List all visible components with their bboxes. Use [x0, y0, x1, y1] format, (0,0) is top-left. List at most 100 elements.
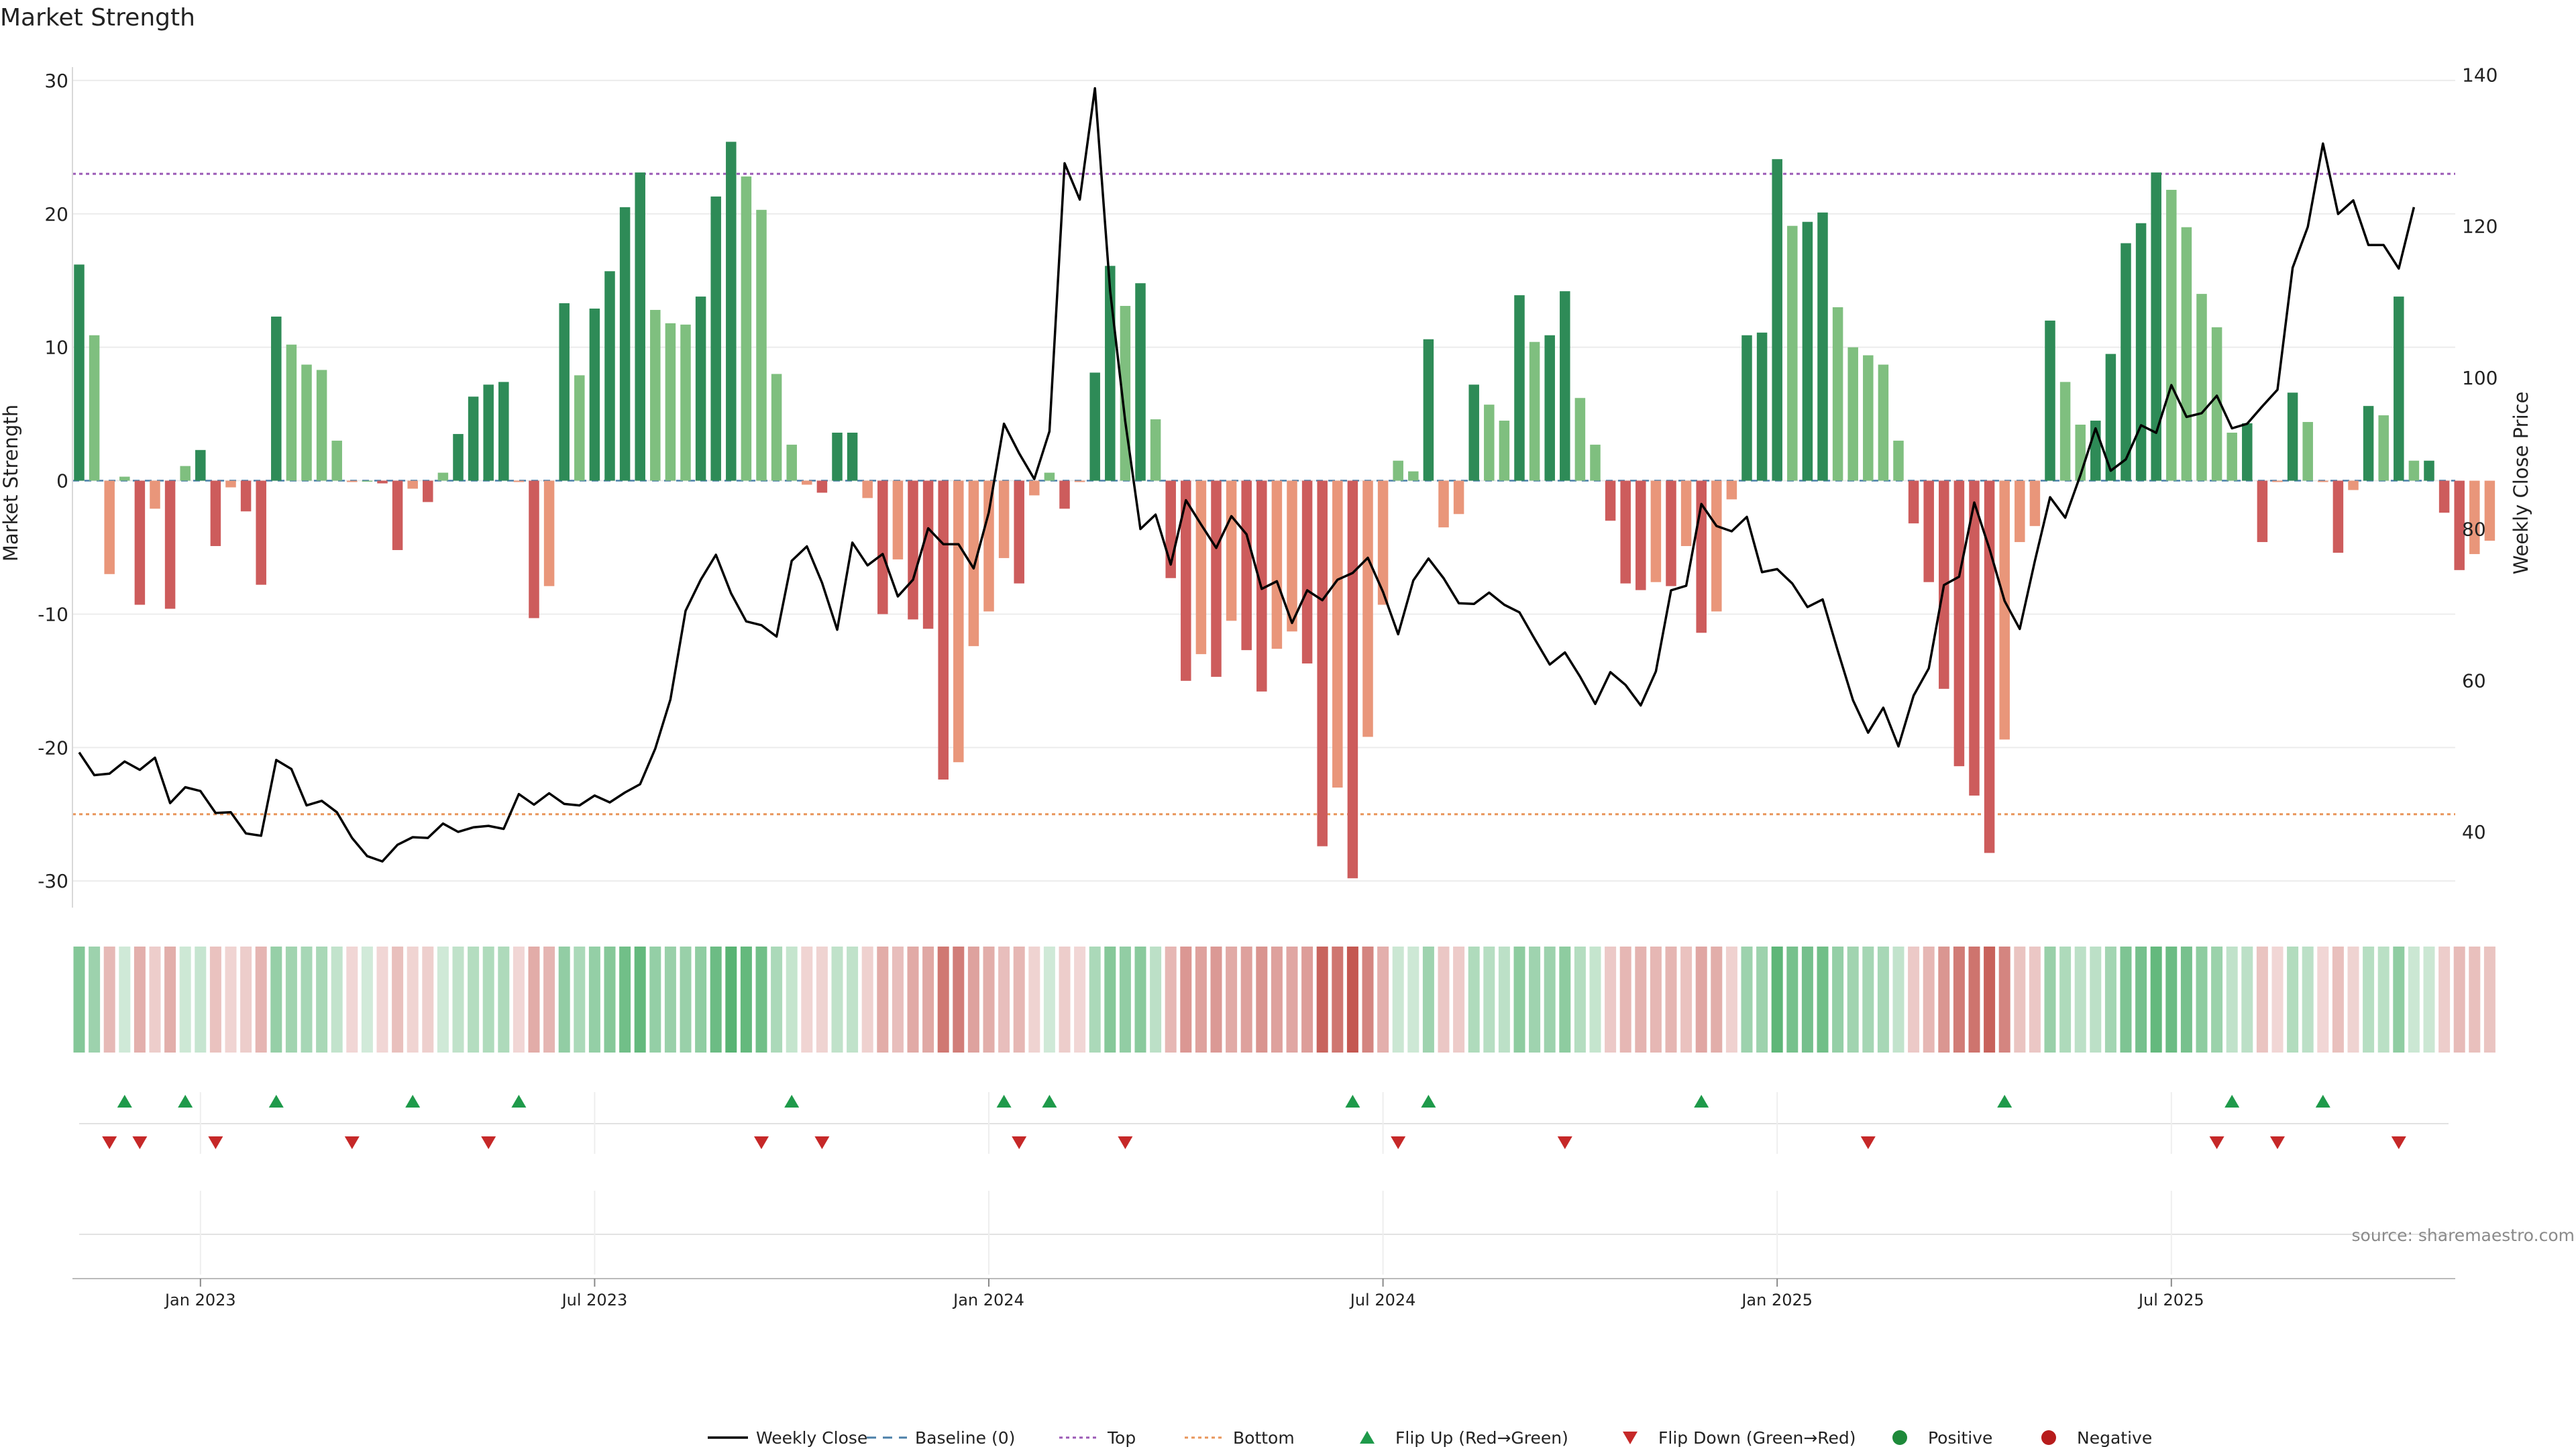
strength-bar [816, 480, 828, 493]
heat-cell [1680, 947, 1693, 1053]
heat-cell [1150, 947, 1162, 1053]
strength-bar [2469, 480, 2480, 554]
strength-bar [953, 480, 964, 763]
legend-label: Bottom [1233, 1428, 1295, 1448]
strength-bar [1984, 480, 1995, 853]
strength-bar [1150, 419, 1161, 481]
flip-up-marker [1421, 1095, 1436, 1108]
heat-cell [1407, 947, 1419, 1053]
left-tick-label: 30 [44, 70, 68, 92]
strength-bar [453, 433, 464, 481]
strength-bar [1377, 480, 1389, 605]
strength-bar [1847, 347, 1858, 481]
heat-cell [331, 947, 343, 1053]
heat-cell [1104, 947, 1116, 1053]
strength-heat-strip [73, 947, 2496, 1053]
heat-cell [1498, 947, 1510, 1053]
flip-down-marker [814, 1136, 830, 1149]
heat-cell [1119, 947, 1131, 1053]
strength-bar [1726, 480, 1737, 500]
strength-bar [604, 271, 615, 481]
x-tick-label: Jan 2024 [952, 1291, 1024, 1309]
strength-bar [983, 480, 994, 612]
strength-bar [1893, 440, 1904, 481]
strength-bar [2332, 480, 2344, 553]
strength-bar [892, 480, 904, 559]
strength-bar [635, 172, 645, 481]
weekly-close-line [78, 87, 2416, 863]
heat-cell [574, 947, 586, 1053]
strength-bar [1211, 480, 1222, 677]
strength-bar [1817, 212, 1828, 481]
heat-cell [2438, 947, 2451, 1053]
heat-cell [468, 947, 480, 1053]
heat-cell [1240, 947, 1252, 1053]
strength-bar [1347, 480, 1358, 879]
heat-cell [1605, 947, 1617, 1053]
strength-bar [2211, 327, 2222, 481]
heat-cell [1756, 947, 1768, 1053]
strength-bar [1089, 372, 1100, 481]
heat-cell [1438, 947, 1450, 1053]
strength-bar [2015, 480, 2025, 543]
strength-bar [710, 196, 721, 481]
legend-label: Flip Up (Red→Green) [1395, 1428, 1568, 1448]
strength-bar [74, 264, 85, 481]
flip-down-marker [1012, 1136, 1027, 1149]
flip-up-marker [1694, 1095, 1709, 1108]
heat-cell [588, 947, 600, 1053]
heat-cell [1968, 947, 1980, 1053]
strength-bar [195, 449, 206, 481]
strength-bar [998, 480, 1010, 558]
flip-down-marker [1860, 1136, 1876, 1149]
strength-bar [1499, 421, 1510, 481]
right-tick-label: 40 [2462, 821, 2486, 843]
strength-bar [1453, 480, 1464, 515]
heat-cell [1695, 947, 1707, 1053]
strength-bar [2257, 480, 2268, 543]
strength-bar [2105, 354, 2116, 481]
strength-bar [1560, 291, 1570, 481]
strength-bar [483, 384, 494, 481]
strength-bar [164, 480, 176, 609]
right-tick-label: 80 [2462, 519, 2486, 541]
x-tick-label: Jul 2023 [561, 1291, 628, 1309]
heat-cell [1392, 947, 1404, 1053]
left-tick-label: 10 [44, 337, 68, 359]
strength-bar [1484, 405, 1495, 481]
heat-cell [2271, 947, 2284, 1053]
strength-bar [1301, 480, 1313, 664]
heat-cell [1362, 947, 1374, 1053]
heat-cell [498, 947, 510, 1053]
heat-cell [2104, 947, 2116, 1053]
strength-bar [498, 382, 509, 481]
heat-cell [1953, 947, 1965, 1053]
heat-cell [2332, 947, 2344, 1053]
heat-cell [1529, 947, 1541, 1053]
heat-cell [346, 947, 358, 1053]
heat-cell [179, 947, 191, 1053]
strength-bar [1999, 480, 2010, 740]
heat-cell [316, 947, 328, 1053]
heat-cell [149, 947, 161, 1053]
strength-bar [1423, 339, 1434, 481]
strength-bar [210, 480, 221, 547]
strength-bar [1181, 480, 1191, 681]
strength-bar [104, 480, 115, 574]
heat-cell [1817, 947, 1829, 1053]
heat-cell [1013, 947, 1025, 1053]
heat-cell [2317, 947, 2329, 1053]
flip-markers [79, 1092, 2449, 1275]
heat-cell [801, 947, 813, 1053]
strength-bar [1802, 221, 1813, 481]
heat-cell [2302, 947, 2314, 1053]
heat-cell [710, 947, 722, 1053]
strength-bar [225, 480, 236, 488]
strength-bar [1605, 480, 1616, 521]
heat-cell [270, 947, 282, 1053]
heat-cell [528, 947, 540, 1053]
right-tick-label: 100 [2462, 367, 2498, 389]
heat-cell [164, 947, 176, 1053]
heat-cell [543, 947, 555, 1053]
